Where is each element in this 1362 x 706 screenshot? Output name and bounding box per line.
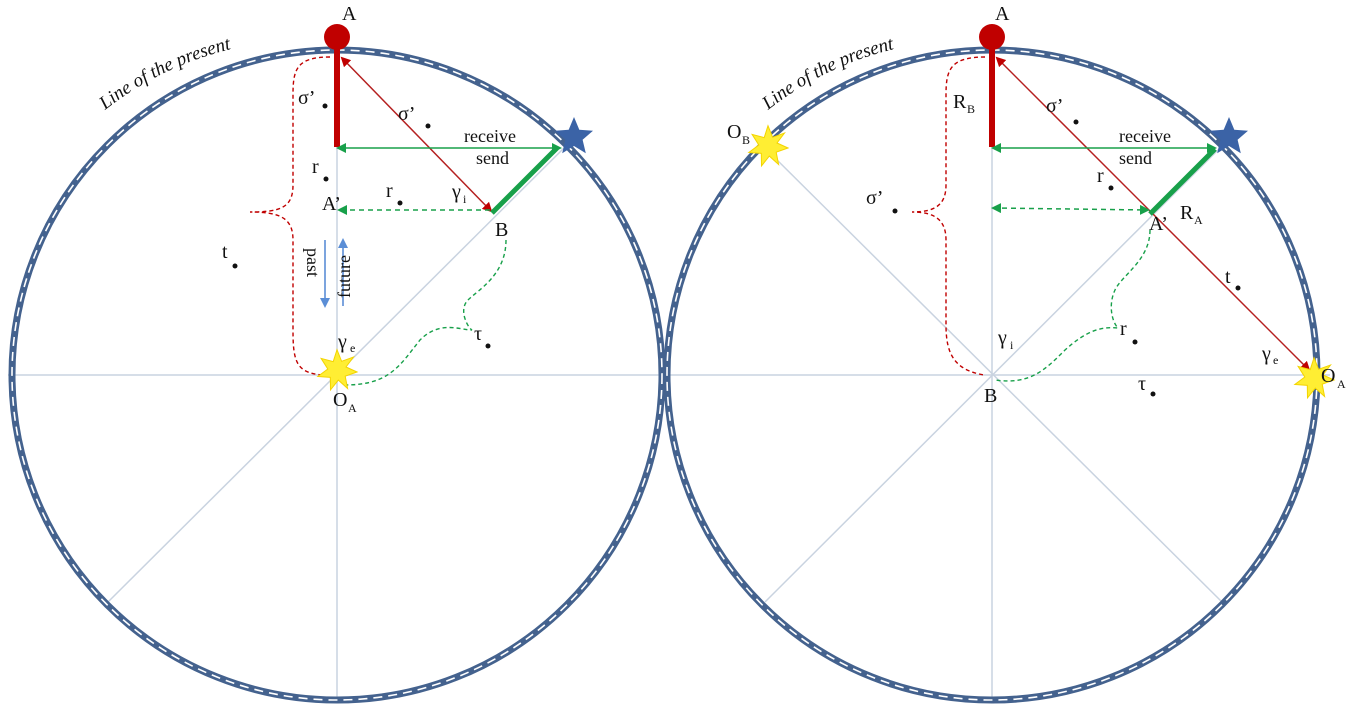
left-gamma-e: γ bbox=[337, 331, 347, 353]
left-r-upper-dot bbox=[323, 176, 329, 182]
right-explosion-O-B-icon bbox=[747, 124, 790, 168]
right-gamma-i: γ bbox=[997, 327, 1007, 349]
left-red-diagonal-arrow bbox=[340, 56, 493, 213]
left-r-middle: r bbox=[386, 180, 393, 202]
right-R-B: R bbox=[953, 91, 967, 113]
left-gamma-i-sub: i bbox=[463, 192, 467, 206]
right-sigma-upper-dot bbox=[1073, 119, 1079, 125]
left-O-A: O bbox=[333, 389, 347, 411]
left-sigma-left: σ’ bbox=[298, 87, 315, 109]
right-sigma-left-dot bbox=[892, 208, 898, 214]
right-point-A bbox=[979, 24, 1005, 50]
right-gamma-e: γ bbox=[1261, 343, 1271, 365]
right-tau: τ bbox=[1138, 373, 1146, 395]
left-sigma-right-dot bbox=[425, 123, 431, 129]
left-future-label: future bbox=[334, 255, 354, 298]
left-A-prime: A’ bbox=[322, 193, 341, 215]
left-diagram: Line of the present A receive send past … bbox=[8, 3, 666, 704]
right-R-A-sub: A bbox=[1194, 213, 1203, 227]
left-tau-dot bbox=[485, 343, 491, 349]
left-r-middle-dot bbox=[397, 200, 403, 206]
left-point-A bbox=[324, 24, 350, 50]
left-sigma-left-dot bbox=[322, 103, 328, 109]
left-label-A: A bbox=[342, 3, 357, 25]
right-O-B-sub: B bbox=[742, 133, 750, 147]
left-sigma-right: σ’ bbox=[398, 103, 415, 125]
left-tau: τ bbox=[474, 323, 482, 345]
left-r-upper: r bbox=[312, 156, 319, 178]
right-t: t bbox=[1225, 266, 1231, 288]
left-O-A-sub: A bbox=[348, 401, 357, 415]
left-send-label: send bbox=[476, 148, 509, 168]
left-star-icon bbox=[555, 117, 593, 154]
left-red-brace bbox=[249, 56, 331, 376]
right-A-prime: A’ bbox=[1149, 213, 1168, 235]
left-t-dot bbox=[232, 263, 238, 269]
right-dashed-green-arrow bbox=[991, 203, 1150, 215]
right-red-brace bbox=[911, 56, 986, 376]
right-sigma-upper: σ’ bbox=[1046, 95, 1063, 117]
left-t: t bbox=[222, 241, 228, 263]
right-gamma-i-sub: i bbox=[1010, 338, 1014, 352]
right-R-A: R bbox=[1180, 202, 1194, 224]
right-O-A-sub: A bbox=[1337, 377, 1346, 391]
right-label-A: A bbox=[995, 3, 1010, 25]
right-r-lower-dot bbox=[1132, 339, 1138, 345]
left-green-brace bbox=[344, 239, 507, 386]
right-star-icon bbox=[1210, 117, 1248, 154]
right-receive-label: receive bbox=[1119, 126, 1171, 146]
left-green-bar bbox=[490, 146, 559, 215]
right-O-B: O bbox=[727, 121, 741, 143]
left-gamma-e-sub: e bbox=[350, 341, 355, 355]
left-past-label: past bbox=[303, 248, 323, 277]
right-label-B: B bbox=[984, 385, 997, 407]
right-t-dot bbox=[1235, 285, 1241, 291]
right-green-bar bbox=[1148, 147, 1217, 216]
left-explosion-icon bbox=[316, 348, 359, 392]
right-r-upper: r bbox=[1097, 165, 1104, 187]
right-tau-dot bbox=[1150, 391, 1156, 397]
right-sigma-left: σ’ bbox=[866, 187, 883, 209]
right-send-label: send bbox=[1119, 148, 1152, 168]
right-explosion-O-A-icon bbox=[1293, 356, 1336, 400]
left-gamma-i: γ bbox=[451, 181, 461, 203]
left-receive-label: receive bbox=[464, 126, 516, 146]
right-r-lower: r bbox=[1120, 318, 1127, 340]
right-diagram: Line of the present A R B receive send O… bbox=[663, 3, 1346, 704]
left-label-B: B bbox=[495, 219, 508, 241]
right-R-B-sub: B bbox=[967, 102, 975, 116]
right-gamma-e-sub: e bbox=[1273, 353, 1278, 367]
right-green-brace bbox=[994, 229, 1151, 382]
right-O-A: O bbox=[1321, 365, 1335, 387]
right-r-upper-dot bbox=[1108, 185, 1114, 191]
